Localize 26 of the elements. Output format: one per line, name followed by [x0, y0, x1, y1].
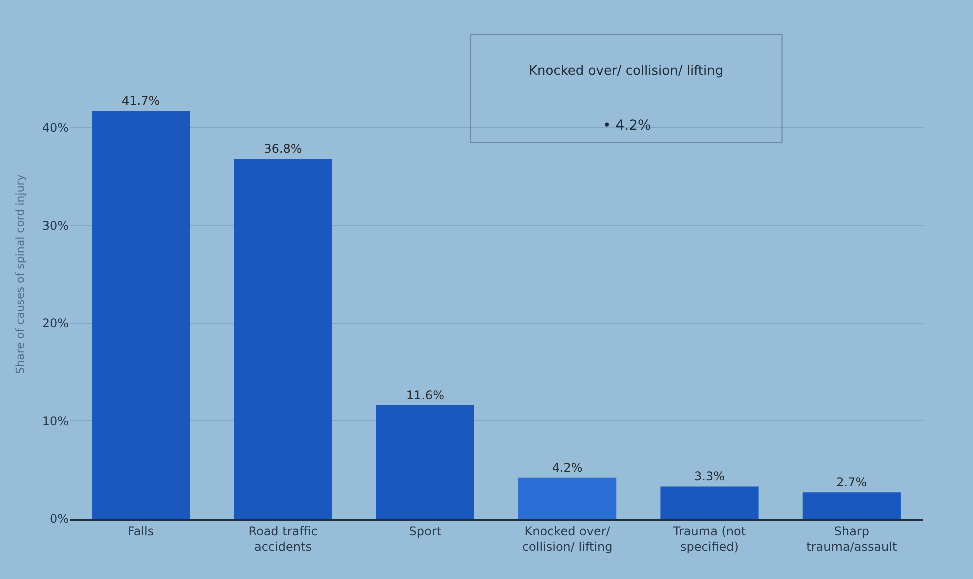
- data-label: 3.3%: [694, 470, 725, 484]
- y-tick-label: 30%: [42, 218, 69, 233]
- x-tick-label: Sharp trauma/assault: [806, 524, 898, 554]
- x-tick-label: Sport: [409, 524, 442, 538]
- annotation: • 4.2%: [603, 118, 652, 134]
- data-label: 11.6%: [406, 388, 444, 403]
- data-label: 41.7%: [122, 94, 160, 108]
- y-tick-label: 10%: [42, 414, 69, 428]
- data-label: 36.8%: [264, 142, 302, 156]
- bar: [92, 111, 190, 519]
- annotation: Knocked over/ collision/ lifting: [529, 64, 724, 79]
- bar: [376, 406, 474, 519]
- y-tick-label: 20%: [42, 316, 69, 331]
- bar: [660, 486, 759, 519]
- data-label: 4.2%: [552, 460, 583, 475]
- x-tick-label: Falls: [128, 524, 154, 538]
- y-axis-title: Share of causes of spinal cord injury: [14, 174, 27, 374]
- data-label: 2.7%: [836, 476, 868, 490]
- y-tick-label: 0%: [50, 512, 69, 526]
- x-tick-label: Trauma (not specified): [672, 524, 746, 554]
- x-tick-label: Knocked over/ collision/ lifting: [522, 524, 613, 554]
- bar: [234, 159, 332, 519]
- x-tick-label: Road traffic accidents: [248, 524, 318, 554]
- bar: [518, 478, 617, 519]
- bar: [802, 492, 901, 519]
- y-tick-label: 40%: [42, 121, 69, 135]
